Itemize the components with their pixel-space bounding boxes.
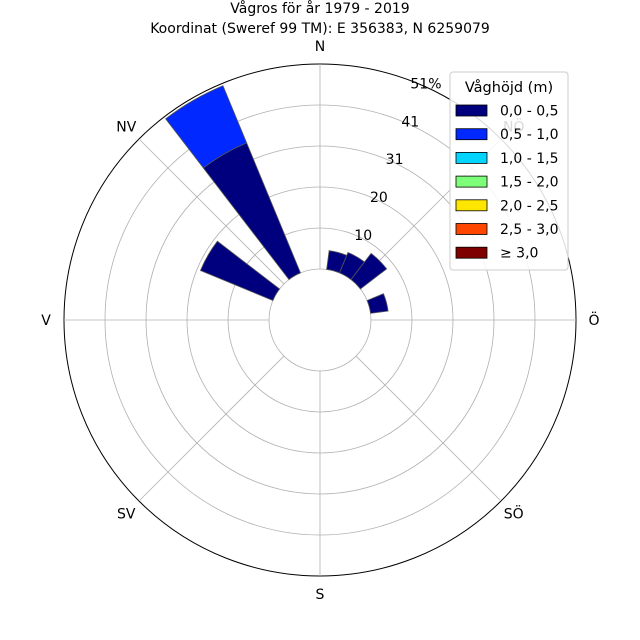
direction-label: S	[316, 587, 325, 603]
legend-label: 0,0 - 0,5	[500, 104, 558, 120]
sector-bar	[199, 240, 281, 302]
direction-label: Ö	[588, 311, 599, 329]
direction-label: N	[315, 39, 325, 55]
direction-label: NV	[116, 119, 136, 135]
radial-tick-label: 20	[370, 190, 388, 206]
polar-grid	[63, 63, 577, 577]
sector-bar	[366, 293, 389, 314]
chart-subtitle: Koordinat (Sweref 99 TM): E 356383, N 62…	[150, 21, 490, 37]
legend-swatch	[455, 199, 488, 212]
sector-bar	[350, 252, 388, 290]
legend-frame	[449, 71, 569, 271]
legend: Våghöjd (m) 0,0 - 0,5 0,5 - 1,0 1,0 - 1,5 1…	[449, 71, 569, 271]
direction-label: SÖ	[504, 505, 524, 523]
radial-tick-labels: 10 20 31 41 51%	[354, 76, 441, 244]
legend-label: 1,0 - 1,5	[500, 151, 558, 167]
legend-label: 0,5 - 1,0	[500, 127, 558, 143]
radial-tick-label: 51%	[410, 76, 441, 92]
grid-spoke	[138, 355, 285, 502]
radial-tick-label: 31	[386, 152, 404, 168]
grid-spoke	[138, 138, 285, 285]
radial-tick-label: 10	[354, 228, 372, 244]
legend-swatch	[455, 104, 488, 117]
legend-swatch	[455, 128, 488, 141]
legend-swatch	[455, 175, 488, 188]
direction-label: V	[41, 313, 51, 329]
sector-bars	[165, 85, 389, 314]
legend-swatch	[455, 246, 488, 259]
legend-label: 2,0 - 2,5	[500, 198, 558, 214]
chart-title: Vågros för år 1979 - 2019	[230, 0, 409, 17]
direction-label: SV	[117, 507, 136, 523]
radial-tick-label: 41	[401, 114, 419, 130]
legend-items: 0,0 - 0,5 0,5 - 1,0 1,0 - 1,5 1,5 - 2,0 2,0 …	[455, 104, 558, 262]
legend-label: 1,5 - 2,0	[500, 175, 558, 191]
grid-circle-inner	[268, 268, 372, 372]
legend-swatch	[455, 151, 488, 164]
legend-label: 2,5 - 3,0	[500, 222, 558, 238]
legend-swatch	[455, 223, 488, 235]
legend-title: Våghöjd (m)	[465, 79, 553, 96]
sector-bar	[165, 85, 248, 169]
legend-label: ≥ 3,0	[500, 246, 538, 262]
grid-spoke	[355, 355, 502, 502]
